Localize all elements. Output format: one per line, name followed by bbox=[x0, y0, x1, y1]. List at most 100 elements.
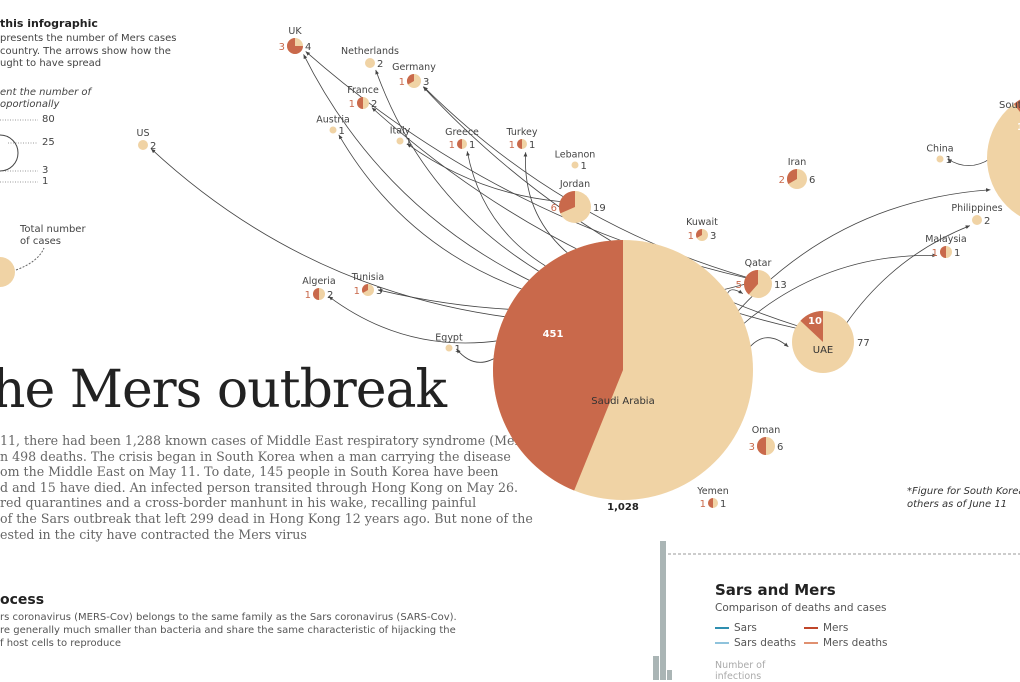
cases-label: 3 bbox=[710, 231, 716, 242]
infection-bar bbox=[653, 656, 659, 680]
paragraph-line: d and 15 have died. An infected person t… bbox=[0, 479, 519, 495]
legend-text: ught to have spread bbox=[0, 58, 102, 69]
deaths-label: 2 bbox=[779, 175, 785, 186]
infection-bar bbox=[667, 670, 672, 680]
legend-sars-deaths: Sars deaths bbox=[715, 637, 796, 649]
country-name: UAE bbox=[813, 345, 833, 356]
cases-circle bbox=[972, 215, 982, 225]
deaths-label: 1 bbox=[354, 286, 360, 297]
deaths-label: 1 bbox=[700, 499, 706, 510]
cases-label: 1 bbox=[469, 140, 475, 151]
deaths-wedge bbox=[559, 191, 575, 214]
deaths-wedge bbox=[493, 240, 623, 491]
legend-text: country. The arrows show how the bbox=[0, 46, 171, 57]
cases-label: 2 bbox=[371, 99, 377, 110]
spread-arrow bbox=[303, 54, 536, 284]
cases-label: 4 bbox=[305, 42, 311, 53]
country-name: Netherlands bbox=[341, 46, 399, 57]
cases-label: 3 bbox=[376, 286, 382, 297]
deaths-wedge bbox=[357, 97, 363, 109]
deaths-wedge bbox=[1013, 99, 1020, 112]
legend-scale-graphic bbox=[0, 119, 45, 287]
country-algeria: Algeria 2 1 bbox=[302, 276, 335, 301]
cases-label: 2 bbox=[984, 216, 990, 227]
country-name: Germany bbox=[392, 62, 436, 73]
country-yemen: Yemen 1 1 bbox=[696, 486, 729, 510]
deaths-wedge bbox=[362, 284, 368, 293]
country-name: China bbox=[926, 144, 953, 155]
cases-label: 6 bbox=[809, 175, 815, 186]
footnote: *Figure for South Korea a bbox=[907, 486, 1020, 497]
deaths-wedge bbox=[800, 311, 823, 342]
deaths-label: 451 bbox=[543, 329, 564, 340]
deaths-wedge bbox=[287, 38, 303, 54]
cases-label: 77 bbox=[857, 338, 870, 349]
spread-arrow bbox=[150, 148, 512, 318]
country-name: Lebanon bbox=[555, 150, 596, 161]
paragraph-line: ested in the city have contracted the Me… bbox=[0, 526, 307, 542]
country-name: Turkey bbox=[506, 127, 538, 138]
sars-mers-subtitle: Comparison of deaths and cases bbox=[715, 602, 887, 614]
spread-arrow bbox=[422, 86, 799, 327]
cases-circle bbox=[365, 58, 375, 68]
paragraph-line: red quarantines and a cross-border manhu… bbox=[0, 495, 477, 511]
scale-label: 1 bbox=[42, 176, 49, 187]
y-axis-label: Number of infections bbox=[715, 660, 766, 682]
paragraph-line: om the Middle East on May 11. To date, 1… bbox=[0, 464, 499, 480]
spread-arrow bbox=[744, 337, 789, 354]
country-greece: Greece 1 1 bbox=[445, 127, 479, 151]
cases-label: 13 bbox=[774, 280, 787, 291]
cases-label: 1 bbox=[954, 248, 960, 259]
cases-label: 1 bbox=[406, 137, 412, 148]
country-name: Austria bbox=[316, 115, 350, 126]
country-name: Yemen bbox=[696, 486, 729, 497]
country-oman: Oman 6 3 bbox=[749, 425, 783, 455]
deaths-wedge bbox=[517, 139, 522, 149]
scale-label: 3 bbox=[42, 165, 49, 176]
country-name: Oman bbox=[752, 425, 781, 436]
cases-label: 1,028 bbox=[607, 502, 639, 513]
country-name: Philippines bbox=[951, 203, 1002, 214]
deaths-label: 6 bbox=[551, 203, 557, 214]
deaths-wedge bbox=[708, 498, 713, 508]
deaths-wedge bbox=[696, 229, 702, 238]
cases-circle bbox=[138, 140, 148, 150]
paragraph-line: n 498 deaths. The crisis began in South … bbox=[0, 448, 511, 464]
country-saudi-arabia: 451 Saudi Arabia 1,028 bbox=[493, 240, 753, 513]
legend-sars: Sars bbox=[715, 622, 757, 634]
country-name: Greece bbox=[445, 127, 479, 138]
legend-label: Mers bbox=[823, 622, 849, 634]
deaths-label: 1 bbox=[509, 140, 515, 151]
cases-circle bbox=[445, 344, 453, 352]
cases-label: 2 bbox=[150, 141, 156, 152]
paragraph-line: 11, there had been 1,288 known cases of … bbox=[0, 433, 532, 448]
spread-arrow bbox=[406, 143, 561, 203]
spread-arrow bbox=[947, 158, 991, 167]
cases-label: 1 bbox=[529, 140, 535, 151]
cases-circle bbox=[987, 99, 1020, 217]
cases-label: 2 bbox=[327, 290, 333, 301]
country-name: Algeria bbox=[302, 276, 335, 287]
country-kuwait: Kuwait 3 1 bbox=[686, 217, 718, 242]
country-france: France 2 1 bbox=[347, 85, 379, 110]
legend-italic: oportionally bbox=[0, 99, 60, 110]
spread-arrow bbox=[738, 253, 937, 328]
deaths-wedge bbox=[457, 139, 462, 149]
deaths-wedge bbox=[313, 288, 319, 300]
paragraph-line: of the Sars outbreak that left 299 dead … bbox=[0, 511, 533, 526]
deaths-label: 1 bbox=[449, 140, 455, 151]
deaths-wedge bbox=[940, 246, 946, 258]
country-south-korea: Sout 1 bbox=[987, 99, 1020, 217]
infection-bar bbox=[660, 541, 666, 680]
cases-label: 1 bbox=[339, 126, 345, 137]
deaths-wedge bbox=[757, 437, 766, 455]
total-cases-label: of cases bbox=[20, 236, 62, 247]
country-jordan: Jordan 19 6 bbox=[551, 179, 606, 223]
